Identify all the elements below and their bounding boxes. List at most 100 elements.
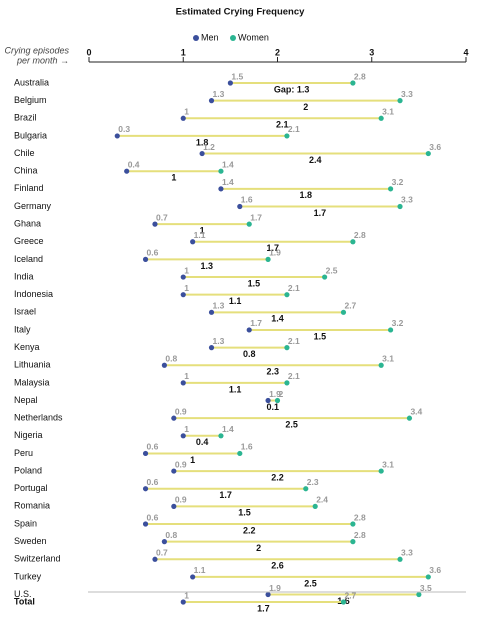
value-label: 1.9 <box>269 248 281 258</box>
women-dot <box>416 591 422 598</box>
men-dot <box>180 274 186 280</box>
women-dot <box>397 98 403 104</box>
category-label: Turkey <box>14 571 42 581</box>
gap-label: 1.5 <box>238 508 251 518</box>
value-label: 3.2 <box>392 177 404 187</box>
gap-label: 0.4 <box>196 437 209 447</box>
men-dot <box>208 309 215 315</box>
women-dot <box>218 168 224 174</box>
category-label: Iceland <box>14 254 43 264</box>
category-label: Israel <box>14 307 36 317</box>
category-label: Netherlands <box>14 413 63 423</box>
value-label: 2.8 <box>354 71 366 81</box>
category-label: Lithuania <box>14 360 51 370</box>
legend-label: Men <box>201 32 219 42</box>
value-label: 1 <box>184 265 189 275</box>
axis-label: Crying episodes <box>4 45 69 55</box>
legend-swatch <box>193 35 199 41</box>
men-dot <box>161 539 167 545</box>
gap-label: 1.8 <box>300 190 313 200</box>
value-label: 1.4 <box>222 159 234 169</box>
value-label: 1.3 <box>213 89 225 99</box>
gap-label: 1.8 <box>196 137 209 147</box>
women-dot <box>284 380 290 386</box>
x-tick-label: 4 <box>463 47 468 57</box>
men-dot <box>199 150 205 157</box>
value-label: 0.6 <box>147 248 159 258</box>
category-label: Indonesia <box>14 289 53 299</box>
category-label: Spain <box>14 518 37 528</box>
value-label: 3.5 <box>420 583 432 593</box>
category-label: Romania <box>14 501 50 511</box>
value-label: 1.1 <box>194 230 206 240</box>
gap-label: 1 <box>200 225 205 235</box>
category-label: Finland <box>14 183 44 193</box>
value-label: 2.8 <box>354 512 366 522</box>
women-dot <box>350 80 356 86</box>
gap-label: Gap: 1.3 <box>274 84 310 94</box>
value-label: 0.9 <box>175 459 187 469</box>
men-dot <box>218 186 224 192</box>
value-label: 1.9 <box>269 389 281 399</box>
category-label: Italy <box>14 324 31 334</box>
women-dot <box>265 256 271 262</box>
value-label: 0.9 <box>175 495 187 505</box>
x-tick-label: 2 <box>275 47 280 57</box>
value-label: 3.6 <box>429 565 441 575</box>
gap-label: 1.4 <box>271 314 284 324</box>
men-dot <box>190 574 196 580</box>
men-dot <box>246 327 252 333</box>
women-dot <box>425 574 431 580</box>
gap-label: 0.1 <box>267 402 280 412</box>
category-label: India <box>14 271 34 281</box>
value-label: 1.2 <box>203 142 215 152</box>
gap-label: 1.5 <box>248 278 261 288</box>
gap-label: 2.1 <box>276 120 289 130</box>
value-label: 1 <box>184 371 189 381</box>
category-label: Sweden <box>14 536 47 546</box>
gap-label: 1.7 <box>314 208 327 218</box>
value-label: 2.5 <box>326 265 338 275</box>
gap-label: 2 <box>256 543 261 553</box>
value-label: 0.6 <box>147 442 159 452</box>
category-label: Germany <box>14 201 52 211</box>
value-label: 2.3 <box>307 477 319 487</box>
men-dot <box>161 362 167 368</box>
men-dot <box>142 450 149 457</box>
women-dot <box>378 115 384 121</box>
value-label: 2.7 <box>344 590 356 600</box>
women-dot <box>237 450 243 457</box>
value-label: 1 <box>184 283 189 293</box>
women-dot <box>218 433 224 439</box>
value-label: 1 <box>184 590 189 600</box>
women-dot <box>397 203 403 210</box>
legend-swatch <box>230 35 236 41</box>
women-dot <box>340 309 347 315</box>
chart-title: Estimated Crying Frequency <box>176 7 306 18</box>
category-label: Portugal <box>14 483 48 493</box>
gap-label: 2.3 <box>267 367 280 377</box>
legend-label: Women <box>238 32 269 42</box>
women-dot <box>340 599 347 605</box>
gap-label: 1.1 <box>229 296 242 306</box>
category-label: Total <box>14 596 35 606</box>
women-dot <box>284 133 290 139</box>
value-label: 1.9 <box>269 583 281 593</box>
value-label: 2.1 <box>288 283 300 293</box>
value-label: 0.3 <box>118 124 130 134</box>
women-dot <box>406 415 413 421</box>
gap-label: 2.5 <box>304 578 317 588</box>
women-dot <box>350 539 356 545</box>
gap-label: 1.7 <box>219 490 232 500</box>
men-dot <box>180 115 186 121</box>
value-label: 3.4 <box>410 406 422 416</box>
category-label: China <box>14 166 38 176</box>
axis-label: per month → <box>16 55 69 65</box>
women-dot <box>312 503 318 509</box>
gap-label: 2.5 <box>285 420 298 430</box>
value-label: 1.6 <box>241 442 253 452</box>
category-label: Nepal <box>14 395 38 405</box>
gap-label: 2.6 <box>271 561 284 571</box>
value-label: 0.8 <box>165 353 177 363</box>
gap-label: 1.1 <box>229 384 242 394</box>
